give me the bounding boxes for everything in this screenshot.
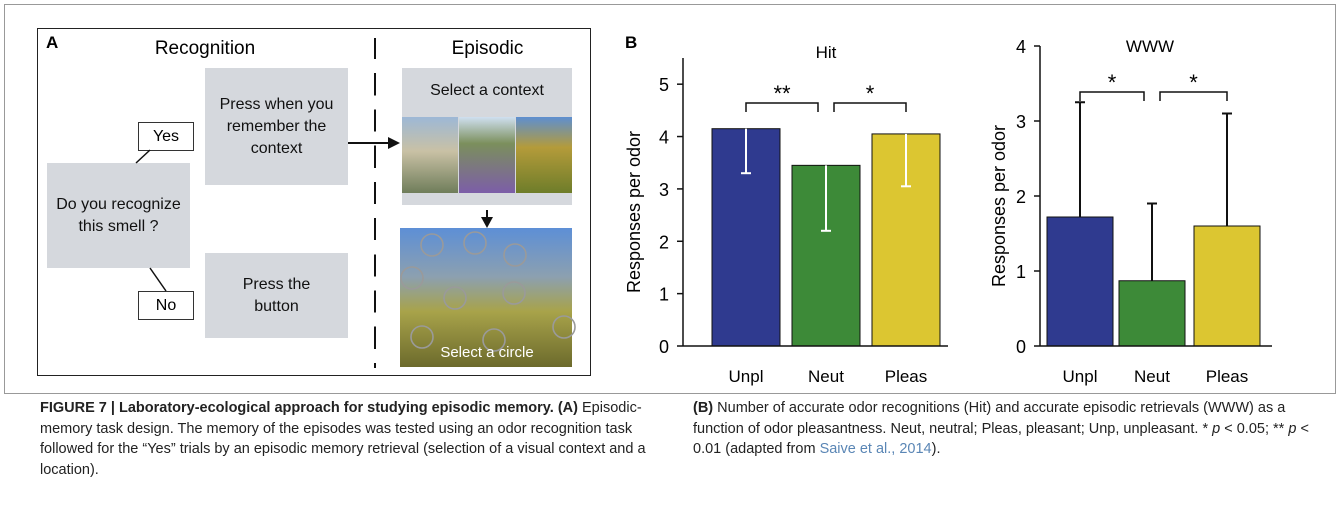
significance-bracket (833, 102, 907, 112)
y-tick-label: 3 (659, 180, 669, 200)
significance-bracket (1159, 91, 1228, 101)
y-tick-label: 0 (1016, 337, 1026, 357)
y-tick-label: 4 (659, 128, 669, 148)
caption-text: ). (931, 441, 941, 457)
significance-label: * (866, 81, 875, 106)
caption-italic: p (1212, 420, 1221, 437)
x-tick-label: Unpl (1063, 367, 1098, 386)
caption-text: < 0.01 (adapted from (693, 420, 1309, 458)
caption-left: FIGURE 7 | Laboratory-ecological approac… (40, 398, 665, 480)
caption-text: < 0.05; ** (1224, 420, 1285, 437)
question-box: Do you recognize this smell ? (47, 163, 190, 268)
y-tick-label: 5 (659, 75, 669, 95)
connector (135, 149, 151, 164)
chart-title: Hit (816, 43, 837, 62)
caption-link[interactable]: Saive et al., 2014 (819, 441, 932, 457)
panel-label: B (625, 33, 637, 52)
figure-frame (4, 4, 1336, 394)
bar (1046, 216, 1114, 347)
caption-italic: p (1288, 420, 1297, 437)
chart-title: WWW (1126, 37, 1174, 56)
caption-heading: FIGURE 7 | Laboratory-ecological approac… (40, 400, 554, 416)
action-box: Press when you remember the context (205, 68, 348, 185)
y-tick-label: 0 (659, 337, 669, 357)
photo-caption: Select a circle (440, 344, 533, 361)
caption-tag: (B) (693, 400, 714, 416)
divider (374, 38, 376, 368)
y-tick-label: 2 (659, 232, 669, 252)
y-tick-label: 3 (1016, 112, 1026, 132)
x-tick-label: Neut (1134, 367, 1170, 386)
bar (1118, 280, 1186, 347)
caption-text: Episodic-memory task design. The memory … (40, 400, 646, 478)
x-tick-label: Pleas (1206, 367, 1249, 386)
y-tick-label: 2 (1016, 187, 1026, 207)
significance-label: * (1108, 70, 1117, 95)
no-box: No (138, 291, 194, 320)
photo (459, 117, 515, 193)
photo (400, 228, 572, 367)
caption-tag: (A) (557, 400, 578, 416)
action-box: Press the button (205, 253, 348, 338)
x-tick-label: Pleas (885, 367, 928, 386)
y-tick-label: 1 (1016, 262, 1026, 282)
arrow-head (481, 217, 493, 228)
arrow-head (388, 137, 400, 149)
panel-a-box (37, 28, 591, 376)
connector (149, 267, 167, 292)
y-axis-label: Responses per odor (624, 131, 644, 293)
y-axis-label: Responses per odor (989, 125, 1009, 287)
x-tick-label: Unpl (729, 367, 764, 386)
significance-label: * (1189, 70, 1198, 95)
bar (1193, 225, 1261, 347)
caption-text: Number of accurate odor recognitions (Hi… (693, 400, 1286, 437)
charts: B Hit Responses per odor Unpl Neut Pleas 0 1 2 3… (624, 33, 1272, 386)
significance-bracket (745, 102, 819, 112)
significance-label: ** (773, 81, 791, 106)
yes-box: Yes (138, 122, 194, 151)
circles (400, 231, 576, 352)
caption-right: (B) Number of accurate odor recognitions… (693, 398, 1323, 460)
photo (402, 117, 458, 193)
diagram-shapes: Select a circle (135, 117, 576, 367)
y-tick-label: 1 (659, 285, 669, 305)
significance-bracket (1079, 91, 1145, 101)
x-tick-label: Neut (808, 367, 844, 386)
panel-label: A (46, 33, 59, 52)
photo (516, 117, 572, 193)
y-tick-label: 4 (1016, 37, 1026, 57)
section-title: Recognition (154, 38, 256, 59)
section-title: Episodic (451, 38, 524, 59)
